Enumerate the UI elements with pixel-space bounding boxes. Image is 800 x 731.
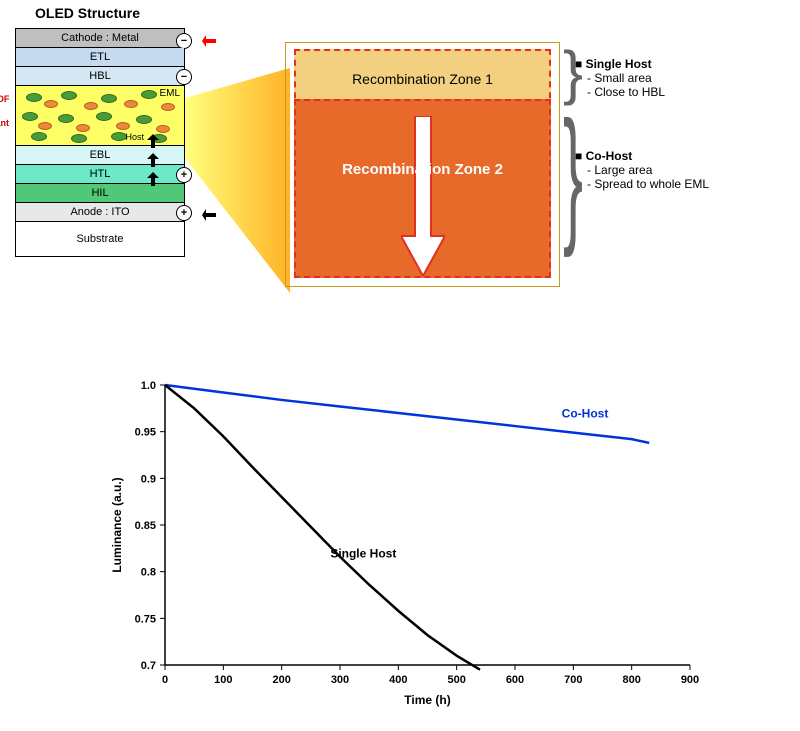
zone1-label: Recombination Zone 1 (352, 71, 493, 87)
dopant-dot-icon (124, 100, 138, 108)
note-item: Spread to whole EML (575, 177, 709, 191)
stack-title: OLED Structure (35, 5, 140, 21)
layer-substrate: Substrate (16, 222, 184, 256)
layer-label: HTL (90, 168, 111, 180)
tadf-dot-icon (71, 134, 87, 143)
layer-anode: Anode : ITO + (16, 203, 184, 222)
annotations: Single Host Small area Close to HBL Co-H… (575, 45, 709, 241)
tadf-dot-icon (31, 132, 47, 141)
luminance-chart: 0 100 200 300 400 500 600 700 800 900 0.7 0.75 0.8 0.… (105, 370, 705, 710)
tadf-dot-icon (61, 91, 77, 100)
svg-text:300: 300 (331, 674, 349, 686)
tadf-dot-icon (96, 112, 112, 121)
note-title: Single Host (575, 57, 709, 71)
tadf-dot-icon (22, 112, 38, 121)
beam-icon (185, 68, 290, 293)
note-item: Large area (575, 163, 709, 177)
dopant-dot-icon (156, 125, 170, 133)
dopant-dot-icon (161, 103, 175, 111)
tadf-dot-icon (136, 115, 152, 124)
hole-arrow-icon (147, 134, 159, 148)
svg-text:Luminance (a.u.): Luminance (a.u.) (110, 477, 124, 572)
svg-text:0.9: 0.9 (141, 473, 156, 485)
layer-label: HIL (91, 187, 108, 199)
layer-label: HBL (89, 70, 110, 82)
svg-text:0.85: 0.85 (135, 520, 156, 532)
note-title: Co-Host (575, 149, 709, 163)
zone2: Recombination Zone 2 (294, 99, 551, 278)
dopant-label: Dopant (0, 118, 9, 128)
co-host-note: Co-Host Large area Spread to whole EML (575, 149, 709, 191)
tadf-dot-icon (141, 90, 157, 99)
single-host-note: Single Host Small area Close to HBL (575, 57, 709, 99)
down-arrow-icon (401, 116, 445, 276)
layer-label: Substrate (76, 233, 123, 245)
svg-text:1.0: 1.0 (141, 380, 156, 392)
svg-text:700: 700 (564, 674, 582, 686)
layer-etl: ETL (16, 48, 184, 67)
tadf-dot-icon (26, 93, 42, 102)
layer-label: Anode : ITO (70, 206, 129, 218)
svg-text:Co-Host: Co-Host (562, 407, 609, 421)
dopant-dot-icon (76, 124, 90, 132)
svg-text:0.8: 0.8 (141, 567, 156, 579)
tadf-dot-icon (58, 114, 74, 123)
layer-label: Cathode : Metal (61, 32, 139, 44)
dopant-dot-icon (44, 100, 58, 108)
svg-text:0: 0 (162, 674, 168, 686)
layer-cathode: Cathode : Metal − (16, 29, 184, 48)
dopant-dot-icon (84, 102, 98, 110)
note-item: Close to HBL (575, 85, 709, 99)
tadf-dot-icon (101, 94, 117, 103)
svg-text:900: 900 (681, 674, 699, 686)
dopant-dot-icon (38, 122, 52, 130)
hole-arrow-icon (147, 153, 159, 167)
svg-text:0.7: 0.7 (141, 660, 156, 672)
tadf-label: TADF (0, 94, 9, 104)
minus-charge-icon: − (176, 33, 192, 49)
layer-hbl: HBL − (16, 67, 184, 86)
svg-text:200: 200 (272, 674, 290, 686)
svg-text:0.95: 0.95 (135, 427, 156, 439)
svg-text:Single Host: Single Host (330, 547, 396, 561)
dopant-dot-icon (116, 122, 130, 130)
layer-hil: HIL (16, 184, 184, 203)
host-label: Host (125, 132, 144, 142)
oled-diagram: OLED Structure Cathode : Metal − ETL HBL… (0, 0, 800, 350)
svg-text:100: 100 (214, 674, 232, 686)
hole-arrow-icon (147, 172, 159, 186)
layer-label: ETL (90, 51, 110, 63)
svg-text:Time (h): Time (h) (404, 693, 450, 707)
electron-arrow-icon (202, 35, 216, 47)
layer-stack: Cathode : Metal − ETL HBL − EML TADF Dop… (15, 28, 185, 257)
note-item: Small area (575, 71, 709, 85)
zone2-label: Recombination Zone 2 (296, 161, 549, 178)
svg-text:0.75: 0.75 (135, 613, 156, 625)
layer-label: EML (159, 88, 180, 99)
svg-text:800: 800 (622, 674, 640, 686)
svg-text:500: 500 (447, 674, 465, 686)
svg-text:600: 600 (506, 674, 524, 686)
layer-label: EBL (90, 149, 111, 161)
svg-text:400: 400 (389, 674, 407, 686)
recombination-box: Recombination Zone 1 Recombination Zone … (285, 42, 560, 287)
